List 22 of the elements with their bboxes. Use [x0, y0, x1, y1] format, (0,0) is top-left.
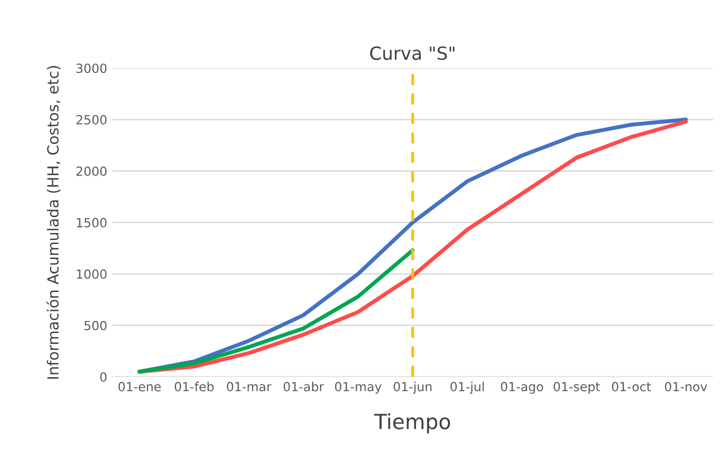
x-tick-label: 01-nov: [664, 382, 708, 392]
x-tick-label: 01-feb: [174, 382, 214, 392]
x-tick-label: 01-oct: [612, 382, 651, 392]
x-tick-label: 01-jun: [394, 382, 432, 394]
x-axis-title: Tiempo: [374, 413, 450, 434]
x-tick-label: 01-ago: [500, 382, 544, 394]
y-tick-label: 2500: [76, 115, 107, 124]
x-tick-label: 01-mar: [226, 382, 272, 392]
y-tick-label: 0: [100, 372, 107, 382]
x-tick-label: 01-sept: [554, 382, 600, 394]
y-tick-label: 1000: [76, 269, 107, 279]
y-tick-label: 1500: [76, 218, 107, 228]
y-tick-label: 2000: [76, 166, 107, 176]
x-tick-label: 01-may: [335, 382, 382, 394]
y-tick-label: 3000: [76, 64, 107, 74]
line-series: [138, 248, 415, 374]
y-axis-title: Información Acumulada (HH, Costos, etc): [46, 66, 60, 379]
x-tick-label: 01-abr: [284, 382, 324, 392]
y-tick-label: 500: [84, 320, 107, 330]
chart-title: Curva "S": [370, 46, 454, 60]
x-tick-label: 01-jul: [450, 382, 484, 394]
x-tick-label: 01-ene: [118, 382, 161, 392]
